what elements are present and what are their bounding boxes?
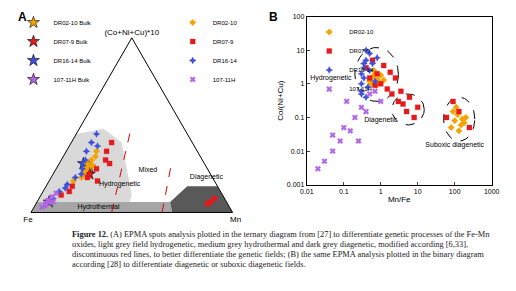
svg-text:DR07-9: DR07-9: [213, 39, 234, 45]
svg-text:10: 10: [297, 47, 305, 54]
svg-text:DR02-10: DR02-10: [349, 29, 374, 35]
svg-text:1000: 1000: [484, 188, 500, 195]
svg-text:Hydrogenetic: Hydrogenetic: [99, 180, 141, 188]
svg-text:Mn: Mn: [230, 215, 241, 224]
svg-text:Mixed: Mixed: [139, 166, 158, 173]
svg-text:1: 1: [379, 188, 383, 195]
svg-text:1: 1: [300, 80, 304, 87]
svg-text:0.1: 0.1: [339, 188, 349, 195]
svg-text:10: 10: [414, 188, 422, 195]
svg-text:DR16-14 Bulk: DR16-14 Bulk: [53, 58, 91, 64]
svg-text:(Co+Ni+Cu)*10: (Co+Ni+Cu)*10: [104, 28, 159, 37]
svg-text:107-11H Bulk: 107-11H Bulk: [53, 77, 90, 83]
svg-text:Mn/Fe: Mn/Fe: [388, 195, 411, 204]
svg-text:Hydrogenetic: Hydrogenetic: [310, 74, 352, 82]
svg-text:100: 100: [293, 13, 305, 20]
svg-text:A: A: [18, 10, 27, 24]
svg-text:DR02-10 Bulk: DR02-10 Bulk: [53, 20, 91, 26]
svg-text:Hydrothermal: Hydrothermal: [77, 203, 119, 211]
svg-text:100: 100: [449, 188, 461, 195]
svg-text:0.1: 0.1: [295, 114, 305, 121]
svg-text:Diagenetic: Diagenetic: [364, 116, 398, 124]
svg-text:Fe: Fe: [23, 215, 33, 224]
svg-text:Co/(Ni+Cu): Co/(Ni+Cu): [276, 80, 285, 121]
svg-text:B: B: [269, 10, 278, 24]
svg-text:DR07-9: DR07-9: [349, 48, 370, 54]
svg-text:Suboxic diagenetic: Suboxic diagenetic: [425, 141, 484, 149]
svg-text:DR16-14: DR16-14: [349, 67, 374, 73]
svg-text:DR07-9 Bulk: DR07-9 Bulk: [53, 39, 88, 45]
svg-text:107-11H: 107-11H: [213, 77, 236, 83]
svg-text:107-11H: 107-11H: [349, 86, 372, 92]
html-text:Figure 12. (A) EPMA spots anal: Figure 12. (A) EPMA spots analysis plott…: [72, 230, 490, 270]
svg-text:0.001: 0.001: [287, 181, 305, 188]
svg-text:DR02-10: DR02-10: [213, 20, 238, 26]
svg-text:Diagenetic: Diagenetic: [190, 173, 224, 181]
svg-text:0.01: 0.01: [300, 188, 314, 195]
svg-text:DR16-14: DR16-14: [213, 58, 238, 64]
svg-text:0.01: 0.01: [291, 148, 305, 155]
